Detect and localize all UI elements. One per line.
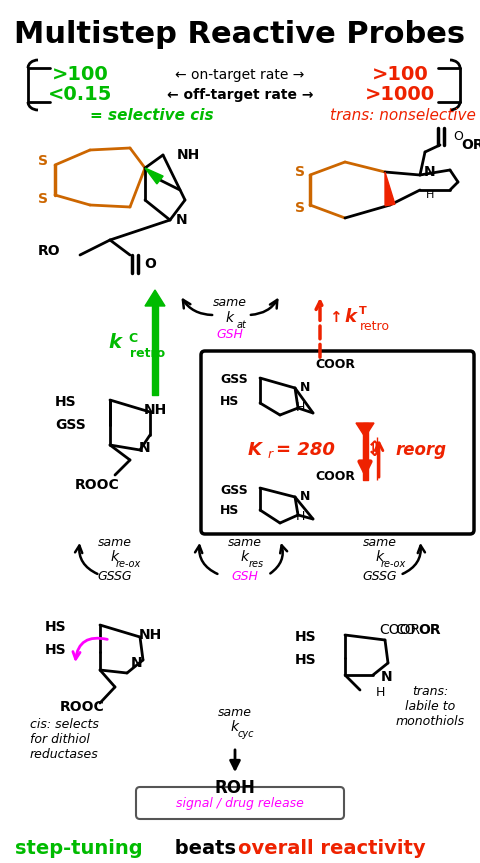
- Text: retro: retro: [360, 320, 390, 333]
- Text: C: C: [129, 331, 138, 344]
- Text: ROOC: ROOC: [75, 478, 120, 492]
- Text: CO: CO: [395, 623, 416, 637]
- Text: HS: HS: [220, 395, 240, 408]
- Text: same: same: [228, 536, 262, 549]
- Text: N: N: [131, 656, 143, 670]
- Text: GSSG: GSSG: [363, 570, 397, 583]
- Text: N: N: [139, 441, 151, 455]
- Text: NH: NH: [176, 148, 200, 162]
- Text: O: O: [144, 257, 156, 271]
- Polygon shape: [385, 172, 395, 205]
- Text: k: k: [241, 550, 249, 564]
- Text: r: r: [267, 449, 273, 462]
- Text: same: same: [213, 295, 247, 308]
- Text: GSH: GSH: [216, 327, 243, 341]
- Text: re-ox: re-ox: [380, 559, 406, 569]
- Text: k: k: [108, 332, 121, 351]
- Text: COOR: COOR: [379, 623, 420, 637]
- Text: GSS: GSS: [55, 418, 86, 432]
- Text: same: same: [218, 705, 252, 719]
- Text: trans: nonselective: trans: nonselective: [330, 108, 476, 123]
- Text: cis: selects
for dithiol
reductases: cis: selects for dithiol reductases: [30, 718, 99, 761]
- Text: k: k: [226, 311, 234, 325]
- Text: HS: HS: [295, 630, 317, 644]
- Text: NH: NH: [144, 403, 167, 417]
- Text: res: res: [249, 559, 264, 569]
- Text: >100: >100: [52, 66, 108, 85]
- Text: S: S: [295, 201, 305, 215]
- Text: OR: OR: [462, 138, 480, 152]
- Text: same: same: [98, 536, 132, 549]
- Polygon shape: [145, 290, 165, 306]
- Text: <0.15: <0.15: [48, 85, 112, 104]
- Text: = 280: = 280: [276, 441, 335, 459]
- Text: = selective cis: = selective cis: [90, 108, 214, 123]
- Text: N: N: [381, 670, 393, 684]
- Text: GSS: GSS: [220, 483, 248, 496]
- Text: GSH: GSH: [231, 570, 258, 583]
- Text: N: N: [176, 213, 188, 227]
- Text: signal / drug release: signal / drug release: [176, 797, 304, 809]
- Polygon shape: [356, 423, 374, 437]
- Polygon shape: [145, 168, 163, 184]
- Text: k: k: [344, 308, 356, 326]
- Text: ↑: ↑: [329, 310, 341, 324]
- Text: ⇕: ⇕: [366, 440, 384, 460]
- Text: ← off-target rate →: ← off-target rate →: [167, 88, 313, 102]
- Text: COOR: COOR: [315, 470, 355, 483]
- Text: OR: OR: [418, 623, 441, 637]
- Text: beats: beats: [168, 839, 243, 858]
- Text: retro: retro: [131, 348, 166, 361]
- Text: Multistep Reactive Probes: Multistep Reactive Probes: [14, 21, 466, 49]
- Text: trans:
labile to
monothiols: trans: labile to monothiols: [396, 685, 465, 728]
- Text: ROOC: ROOC: [60, 700, 105, 714]
- Text: k: k: [111, 550, 119, 564]
- Text: re-ox: re-ox: [115, 559, 141, 569]
- Text: S: S: [38, 192, 48, 206]
- Text: O: O: [453, 130, 463, 143]
- Text: reorg: reorg: [395, 441, 446, 459]
- Text: H: H: [295, 401, 305, 414]
- Text: k: k: [231, 720, 239, 734]
- Text: N: N: [300, 381, 310, 394]
- Text: k: k: [376, 550, 384, 564]
- Text: HS: HS: [220, 503, 240, 516]
- Text: N: N: [300, 490, 310, 503]
- Text: S: S: [295, 165, 305, 179]
- Text: cyc: cyc: [238, 729, 254, 739]
- Text: S: S: [38, 154, 48, 168]
- Text: GSS: GSS: [220, 374, 248, 387]
- Text: T: T: [359, 306, 367, 316]
- Text: RO: RO: [37, 244, 60, 258]
- Text: HS: HS: [45, 643, 67, 657]
- Text: ← on-target rate →: ← on-target rate →: [175, 68, 305, 82]
- Text: >1000: >1000: [365, 85, 435, 104]
- Text: HS: HS: [55, 395, 77, 409]
- Text: NH: NH: [138, 628, 162, 642]
- FancyBboxPatch shape: [201, 351, 474, 534]
- FancyBboxPatch shape: [136, 787, 344, 819]
- Text: H: H: [295, 511, 305, 524]
- Text: K: K: [248, 441, 262, 459]
- Text: at: at: [237, 320, 247, 330]
- Text: H: H: [426, 190, 434, 200]
- Text: COOR: COOR: [315, 358, 355, 371]
- Text: HS: HS: [45, 620, 67, 634]
- Text: same: same: [363, 536, 397, 549]
- Text: HS: HS: [295, 653, 317, 667]
- Text: N: N: [424, 165, 436, 179]
- Text: ROH: ROH: [215, 779, 255, 797]
- Text: >100: >100: [372, 66, 428, 85]
- Text: H: H: [375, 686, 384, 700]
- Text: GSSG: GSSG: [98, 570, 132, 583]
- Text: overall reactivity: overall reactivity: [238, 839, 426, 858]
- Text: step-tuning: step-tuning: [15, 839, 143, 858]
